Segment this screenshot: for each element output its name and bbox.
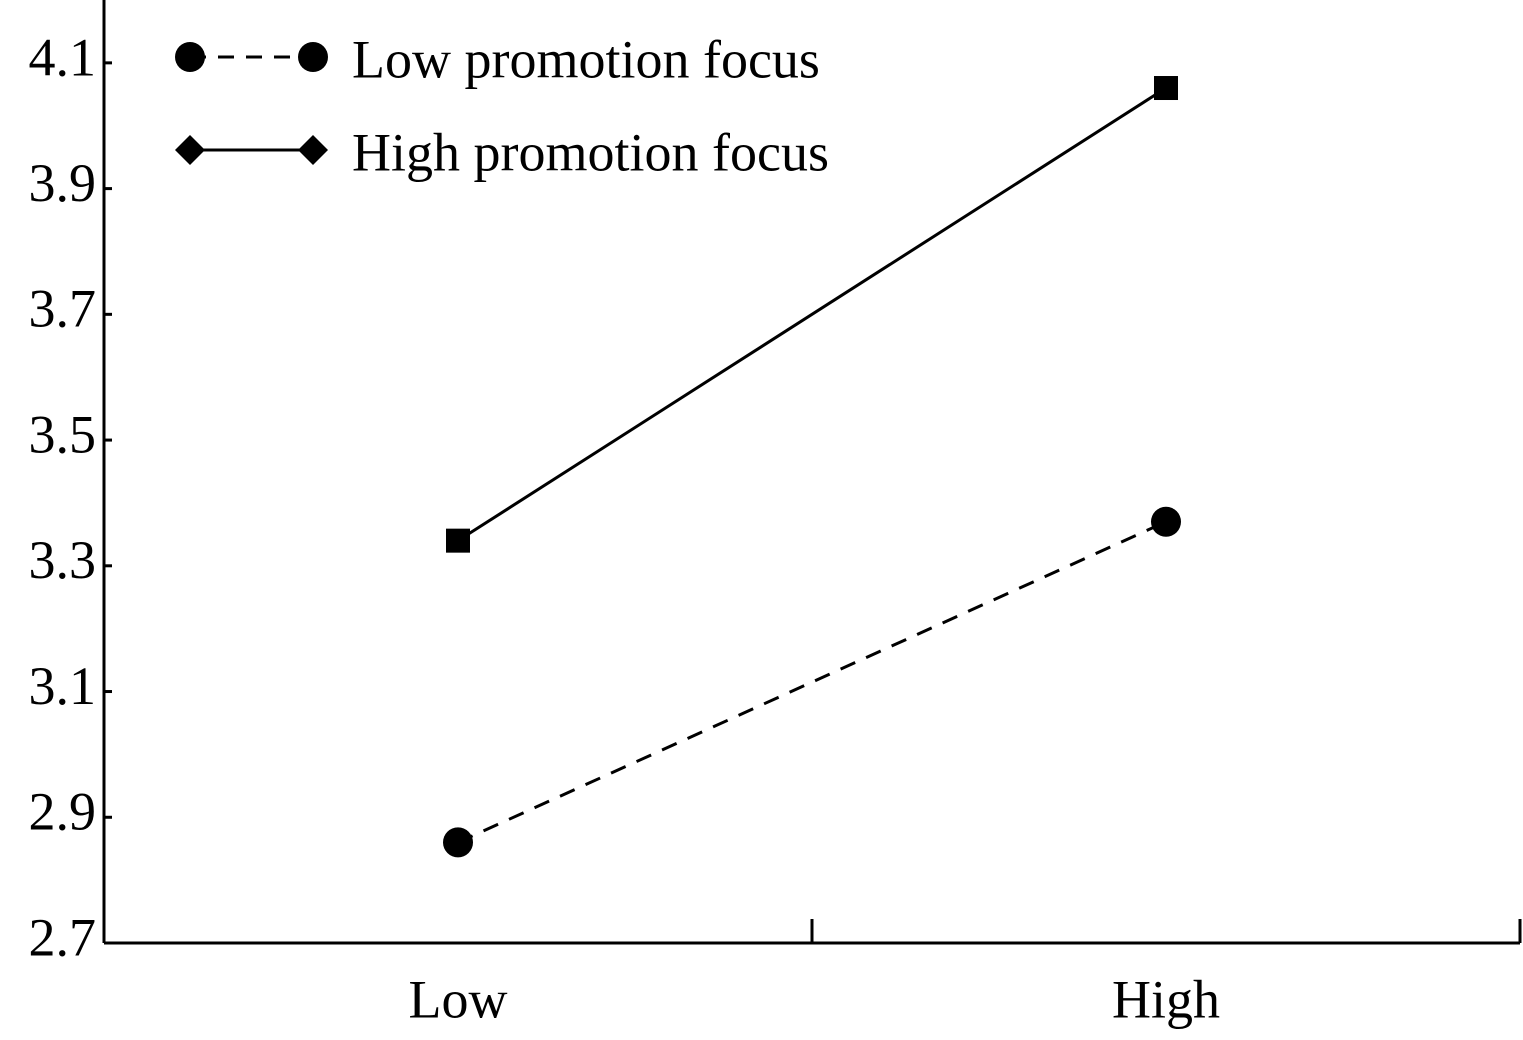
y-tick-label: 3.3 [29,530,97,590]
legend-marker [298,42,328,72]
x-tick-label: High [1112,969,1220,1029]
y-tick-label: 2.9 [29,782,97,842]
point [446,528,470,553]
y-tick-label: 3.7 [29,279,97,339]
y-tick-label: 3.1 [29,656,97,716]
series-line [457,520,1167,844]
point [1151,506,1181,537]
legend-label: High promotion focus [352,122,829,182]
y-tick-label: 2.7 [29,907,97,967]
legend-label: Low promotion focus [352,29,820,89]
legend-marker [175,42,205,72]
legend-marker [298,135,328,165]
y-tick-label: 4.1 [29,27,97,87]
point [1154,76,1178,101]
y-tick-label: 3.5 [29,404,97,464]
y-tick-label: 3.9 [29,153,97,213]
legend-marker [175,135,205,165]
series-line [457,86,1167,542]
point [443,827,473,858]
x-tick-label: Low [409,969,508,1029]
